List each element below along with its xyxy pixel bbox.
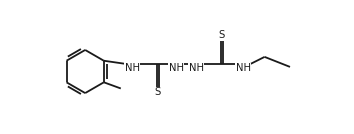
Text: NH: NH [169,63,183,73]
Text: NH: NH [125,63,139,73]
Text: NH: NH [235,63,251,73]
Text: S: S [219,30,225,40]
Text: S: S [155,87,161,97]
Text: NH: NH [189,63,204,73]
